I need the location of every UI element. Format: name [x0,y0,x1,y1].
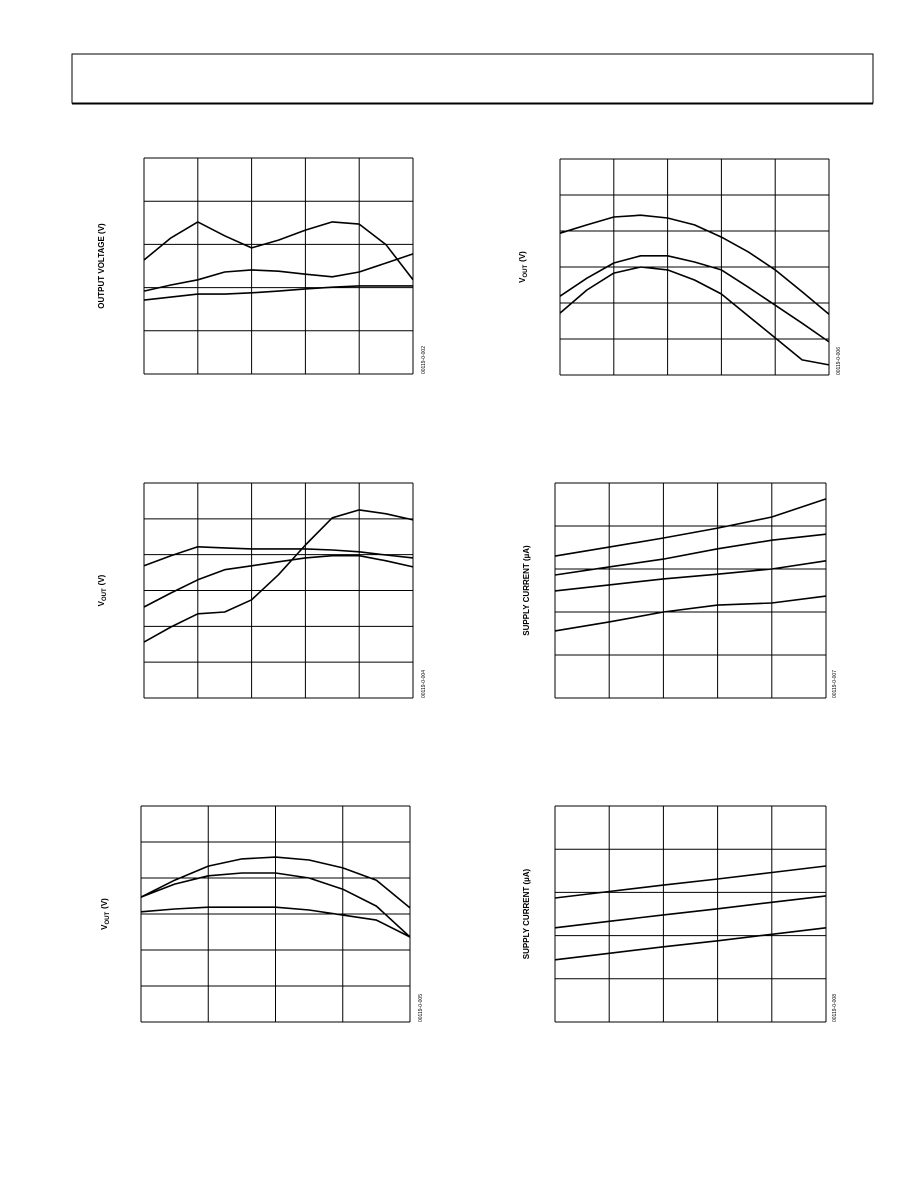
data-line [143,545,414,567]
y-axis-label-sub: OUT [523,265,529,278]
data-line [140,856,411,909]
y-axis-label-part: (V) [518,251,527,262]
header-box [71,53,874,104]
data-line [143,285,413,301]
figure-id: 00119-0-004 [421,670,427,698]
data-line [559,266,830,366]
data-line [143,509,414,643]
y-axis-label-part: V [100,924,109,930]
y-axis-label: VOUT (V) [518,251,529,283]
y-axis-label-part: (V) [97,574,106,585]
y-axis-label-part: (V) [100,898,109,909]
data-line [559,214,830,315]
y-axis-label-sub: OUT [102,588,108,601]
figure-id: 00119-0-007 [832,670,838,698]
y-axis-label: SUPPLY CURRENT (µA) [522,545,531,636]
y-axis-label-part: V [97,600,106,606]
data-line [554,595,827,632]
data-line [140,906,411,938]
figure-id: 00119-0-002 [421,346,427,374]
data-line [554,498,827,557]
data-line [140,872,411,938]
data-line [554,560,827,592]
data-line [143,221,414,281]
data-line [554,865,827,899]
data-line [554,895,827,929]
data-line [143,554,414,608]
figure-id: 00119-0-008 [832,994,838,1022]
data-line [554,927,827,961]
y-axis-label: VOUT (V) [100,898,111,930]
data-line [143,253,414,292]
data-line [559,255,830,343]
data-line [554,533,827,576]
figure-id: 00119-0-005 [418,994,424,1022]
y-axis-label: VOUT (V) [97,574,108,606]
y-axis-label: SUPPLY CURRENT (µA) [522,868,531,959]
y-axis-label: OUTPUT VOLTAGE (V) [97,223,106,309]
y-axis-label-part: V [518,277,527,283]
y-axis-label-sub: OUT [105,912,111,925]
figure-id: 00119-0-006 [836,347,842,375]
